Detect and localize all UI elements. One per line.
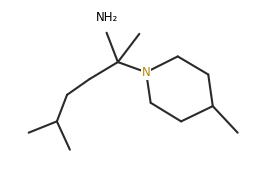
- Text: NH₂: NH₂: [96, 11, 118, 24]
- Text: N: N: [142, 66, 150, 79]
